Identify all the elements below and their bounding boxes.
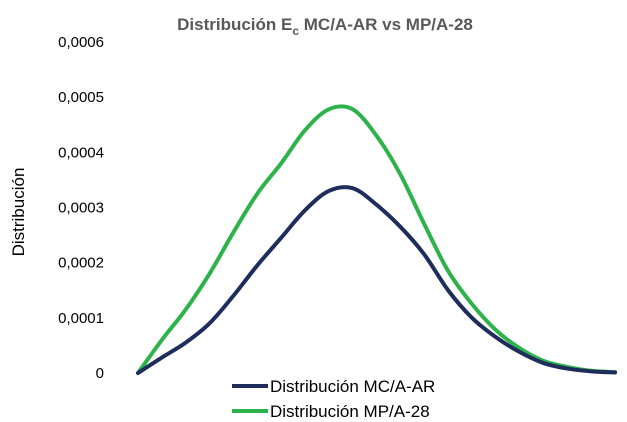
series-line-mc-a-ar [136, 185, 618, 375]
chart-title: Distribución Ec MC/A-AR vs MP/A-28 [177, 15, 473, 38]
y-tick-label: 0 [96, 365, 104, 382]
y-tick-label: 0,0001 [58, 310, 104, 327]
y-tick-label: 0,0005 [58, 89, 104, 106]
y-axis-label: Distribución [9, 168, 28, 257]
series-line-mp-a-28 [136, 104, 618, 375]
chart-title-main: Distribución E [177, 15, 292, 34]
chart-title-subscript: c [292, 24, 299, 38]
legend-label-mp-a-28: Distribución MP/A-28 [270, 402, 430, 421]
chart-title-suffix: MC/A-AR vs MP/A-28 [299, 15, 473, 34]
y-tick-label: 0,0002 [58, 255, 104, 272]
legend-item-mc-a-ar: Distribución MC/A-AR [232, 377, 435, 396]
plot-area [136, 104, 618, 375]
y-tick-label: 0,0006 [58, 34, 104, 51]
legend-label-mc-a-ar: Distribución MC/A-AR [270, 377, 435, 396]
y-tick-label: 0,0003 [58, 200, 104, 217]
y-tick-label: 0,0004 [58, 144, 104, 161]
legend: Distribución MC/A-AR Distribución MP/A-2… [232, 377, 435, 421]
y-axis-ticks: 0 0,0001 0,0002 0,0003 0,0004 0,0005 0,0006 [58, 34, 104, 382]
legend-item-mp-a-28: Distribución MP/A-28 [232, 402, 430, 421]
